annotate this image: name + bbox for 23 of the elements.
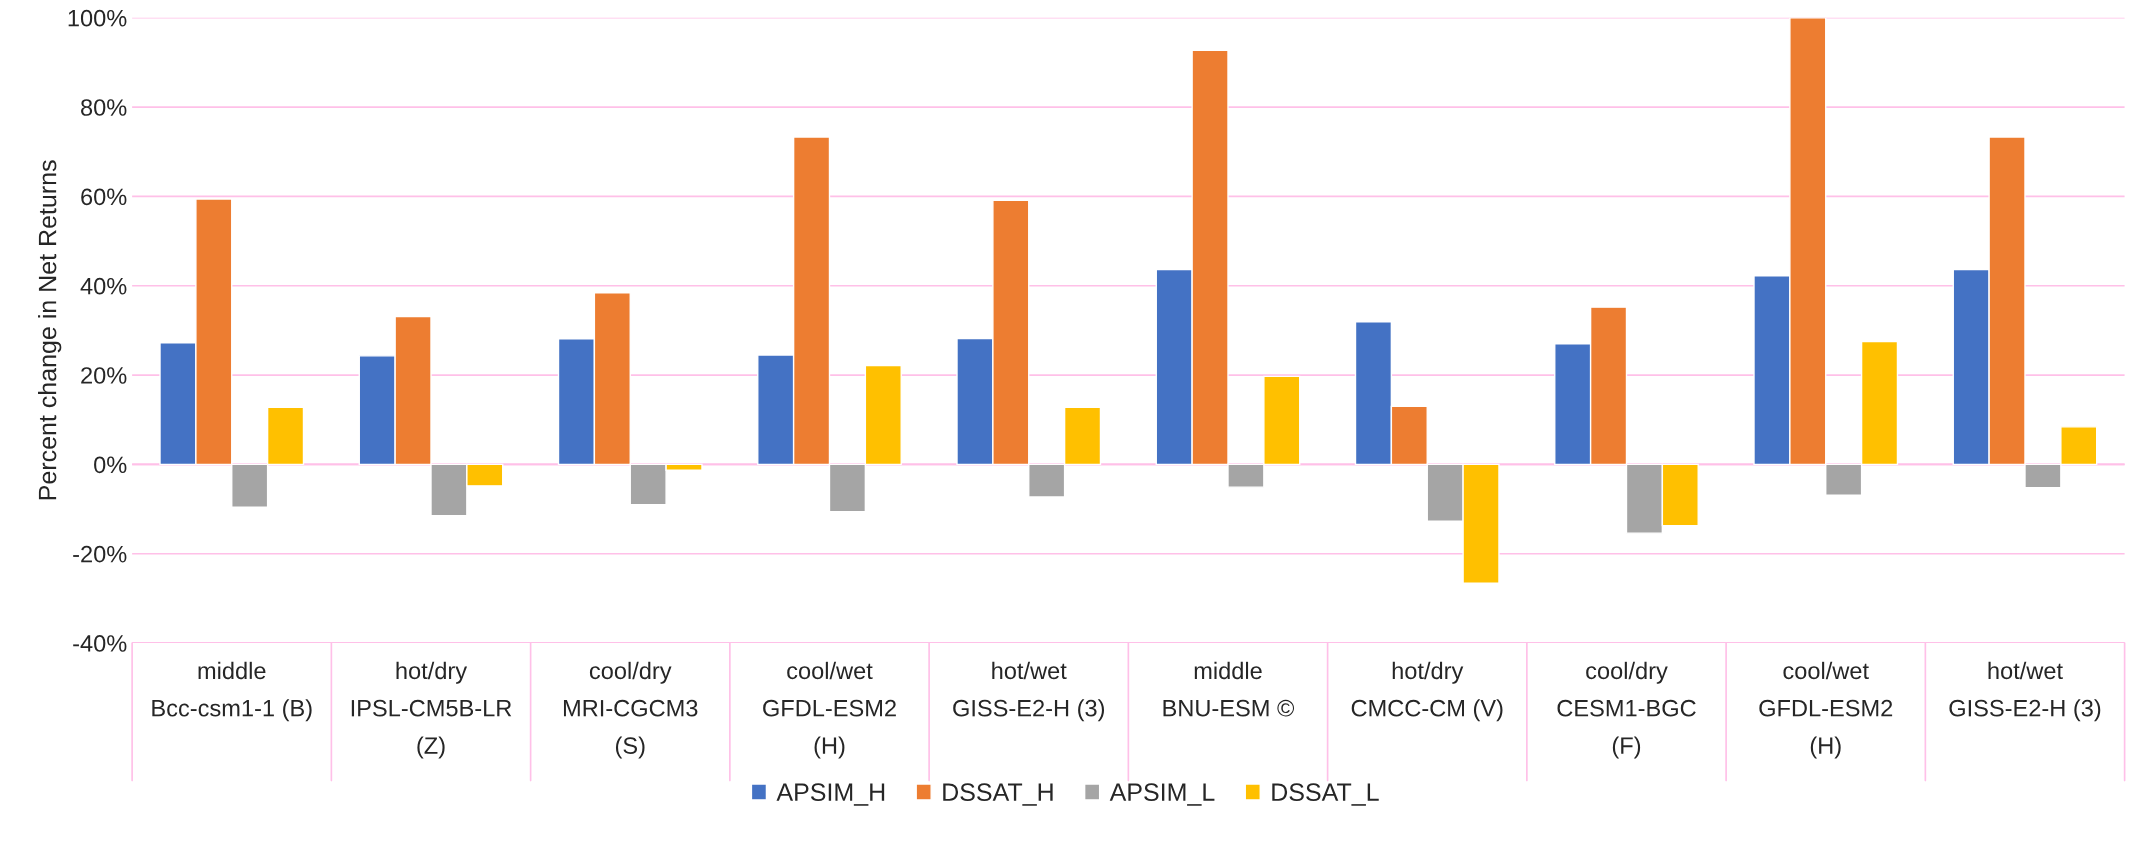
legend-label: DSSAT_L [1272, 783, 1379, 806]
y-tick-label: -20% [73, 545, 127, 563]
y-axis-title: Percent change in Net Returns [38, 160, 62, 500]
x-tick-label: cool/dry CESM1-BGC (F) [1557, 661, 1696, 759]
x-tick-label: cool/dry MRI-CGCM3 (S) [563, 661, 698, 759]
x-tick-label: hot/dry CMCC-CM (V) [1351, 661, 1503, 722]
legend-label: APSIM_H [776, 783, 885, 806]
x-tick-label: hot/wet GISS-E2-H (3) [953, 661, 1105, 722]
legend-label: DSSAT_H [943, 783, 1053, 806]
x-tick-label: hot/dry IPSL-CM5B-LR (Z) [351, 661, 512, 759]
y-tick-label: 60% [81, 188, 127, 206]
y-tick-label: 20% [81, 367, 127, 384]
x-tick-label: cool/wet GFDL-ESM2 (H) [763, 661, 896, 759]
y-tick-label: 0% [94, 456, 127, 474]
x-tick-label: hot/wet GISS-E2-H (3) [1949, 661, 2101, 722]
x-tick-label: cool/wet GFDL-ESM2 (H) [1759, 661, 1893, 759]
y-tick-label: 40% [80, 277, 127, 295]
y-tick-label: 100% [68, 9, 127, 27]
x-tick-label: middle Bcc-csm1-1 (B) [152, 661, 312, 722]
legend-label: APSIM_L [1109, 783, 1215, 806]
y-tick-label: -40% [73, 635, 127, 652]
x-tick-label: middle BNU-ESM © [1163, 661, 1295, 717]
y-tick-label: 80% [81, 99, 127, 116]
